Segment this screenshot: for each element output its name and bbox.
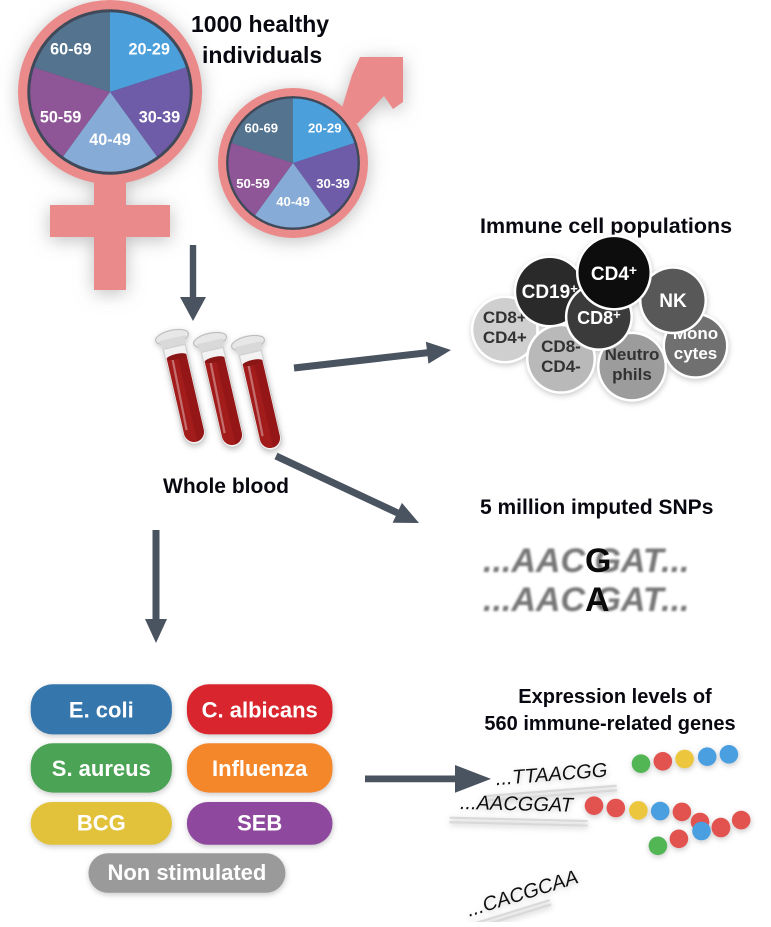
svg-text:...AACAGAT...: ...AACAGAT...: [483, 581, 703, 619]
svg-text:BCG: BCG: [77, 810, 126, 835]
svg-text:5 million imputed SNPs: 5 million imputed SNPs: [480, 496, 713, 519]
svg-text:Expression levels of: Expression levels of: [518, 686, 712, 708]
svg-text:SEB: SEB: [237, 810, 282, 835]
svg-text:CD4-: CD4-: [541, 357, 581, 376]
svg-text:...AACGGAT: ...AACGGAT: [460, 792, 575, 817]
svg-text:Non stimulated: Non stimulated: [107, 860, 266, 885]
svg-text:Immune cell populations: Immune cell populations: [480, 214, 732, 238]
svg-text:...TTAACGG: ...TTAACGG: [495, 759, 608, 790]
svg-text:S. aureus: S. aureus: [52, 756, 151, 781]
svg-text:1000 healthy: 1000 healthy: [191, 11, 329, 37]
svg-text:Influenza: Influenza: [212, 756, 308, 781]
svg-text:individuals: individuals: [202, 42, 322, 68]
svg-text:NK: NK: [659, 291, 687, 312]
svg-text:E. coli: E. coli: [69, 698, 134, 723]
svg-text:560 immune-related genes: 560 immune-related genes: [484, 713, 735, 735]
svg-text:Whole blood: Whole blood: [163, 475, 289, 498]
svg-text:CD4+: CD4+: [483, 328, 527, 347]
svg-text:cytes: cytes: [674, 344, 717, 363]
svg-text:phils: phils: [612, 365, 652, 384]
svg-text:...AACGGAT...: ...AACGGAT...: [483, 542, 705, 580]
svg-text:C. albicans: C. albicans: [202, 698, 318, 723]
